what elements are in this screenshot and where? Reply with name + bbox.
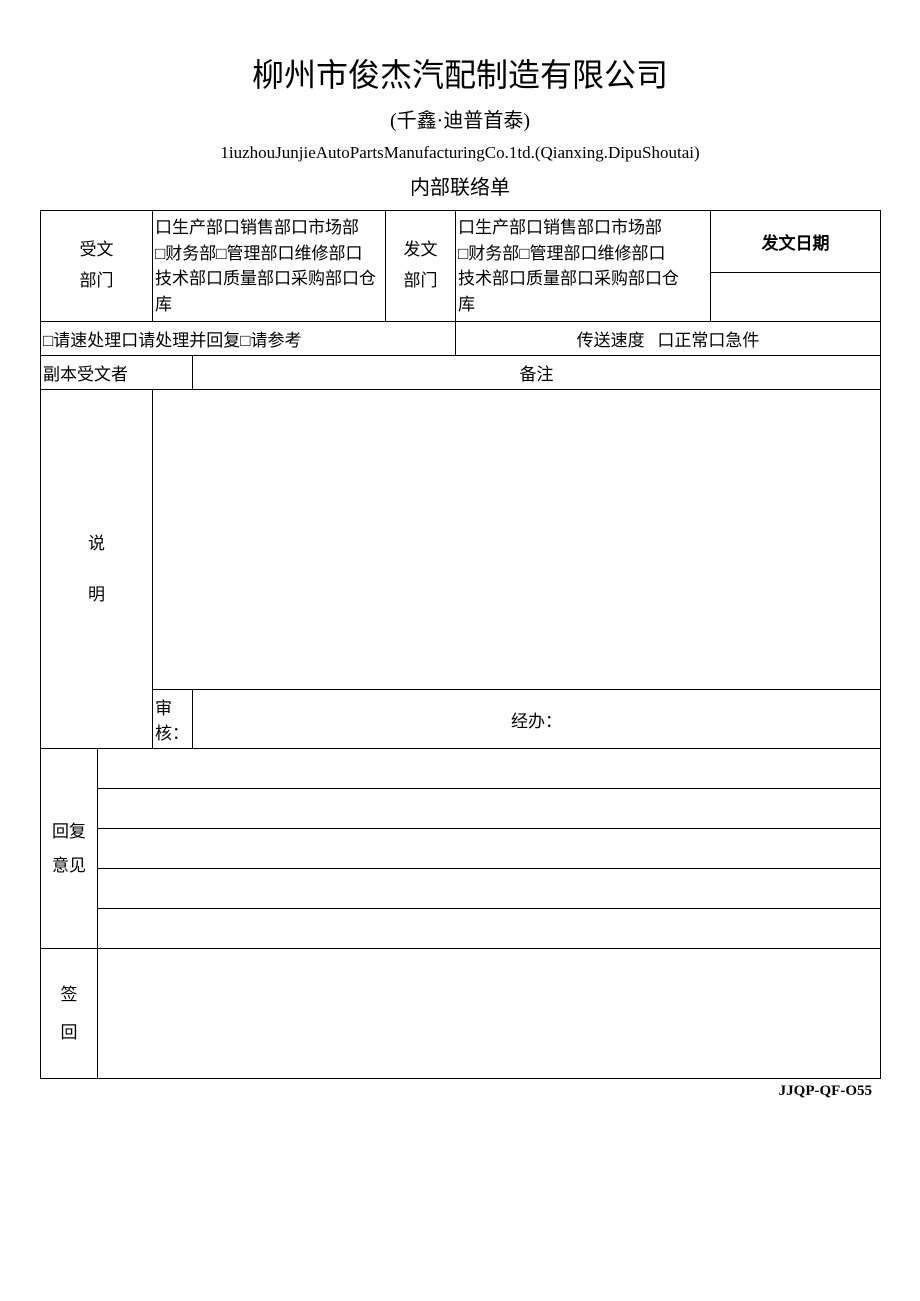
reply-row-3 [98, 829, 881, 869]
description-content [153, 390, 881, 690]
sign-back-label: 签 回 [41, 949, 98, 1079]
reply-row-2 [98, 789, 881, 829]
reply-row-4 [98, 869, 881, 909]
document-code: JJQP-QF-O55 [40, 1083, 880, 1100]
sign-back-content [98, 949, 881, 1079]
company-title: 柳州市俊杰汽配制造有限公司 [40, 50, 880, 96]
send-dept-label: 发文 部门 [386, 211, 456, 322]
recv-dept-options: 口生产部口销售部口市场部 □财务部□管理部口维修部口 技术部口质量部口采购部口仓… [153, 211, 386, 322]
company-english-title: 1iuzhouJunjieAutoPartsManufacturingCo.1t… [40, 143, 880, 163]
document-title: 内部联络单 [40, 171, 880, 200]
review-label: 审核： [153, 690, 193, 749]
send-date-label: 发文日期 [711, 211, 881, 273]
contact-form-table: 受文 部门 口生产部口销售部口市场部 □财务部□管理部口维修部口 技术部口质量部… [40, 210, 881, 1079]
company-subtitle: (千鑫·迪普首泰) [40, 104, 880, 133]
copy-recipient-label: 副本受文者 [41, 356, 193, 390]
send-date-value [711, 272, 881, 321]
recv-dept-label: 受文 部门 [41, 211, 153, 322]
reply-row-1 [98, 749, 881, 789]
speed-cell: 传送速度 口正常口急件 [456, 322, 881, 356]
handler-label: 经办： [193, 690, 881, 749]
process-options: □请速处理口请处理并回复□请参考 [41, 322, 456, 356]
send-dept-options: 口生产部口销售部口市场部 □财务部□管理部口维修部口 技术部口质量部口采购部口仓… [456, 211, 711, 322]
notes-label: 备注 [193, 356, 881, 390]
reply-label: 回复 意见 [41, 749, 98, 949]
reply-row-5 [98, 909, 881, 949]
description-label: 说 明 [41, 390, 153, 749]
